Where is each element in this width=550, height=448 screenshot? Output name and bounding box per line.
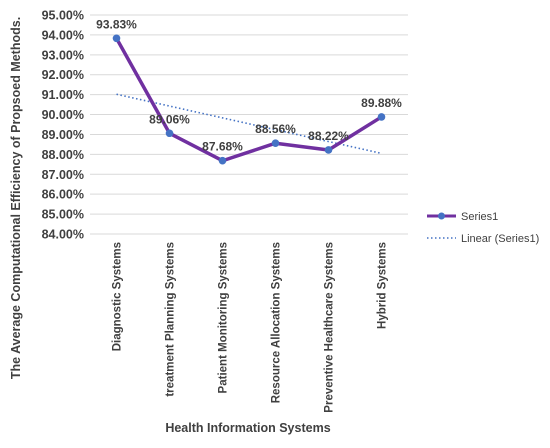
y-tick-label: 85.00% [42,208,84,222]
trendline-layer [116,93,382,155]
x-tick-label: Diagnostic Systems [112,242,124,351]
data-label: 89.06% [149,112,190,126]
series1-point [112,34,121,43]
legend-item-trendline: Linear (Series1) [427,233,539,245]
y-tick-label: 90.00% [42,108,84,122]
legend-series1-label: Series1 [461,211,498,223]
data-label: 88.56% [255,122,296,136]
y-tick-label: 87.00% [42,168,84,182]
x-tick-label: Hybrid Systems [377,242,389,329]
legend-item-series1: Series1 [427,211,498,223]
y-tick-label: 92.00% [42,68,84,82]
legend-series1-marker [438,212,445,220]
series1-point [377,113,386,121]
series1-point [165,129,174,138]
data-label: 93.83% [96,17,137,31]
x-tick-label: Resource Allocation Systems [271,242,283,403]
data-labels: 93.83% 89.06% 87.68% 88.56% 88.22% 89.88% [96,17,402,153]
x-axis-ticks: Diagnostic Systems treatment Planning Sys… [112,242,389,413]
y-tick-label: 89.00% [42,128,84,142]
data-label: 89.88% [361,96,402,110]
y-tick-label: 91.00% [42,88,84,102]
x-tick-label: Preventive Healthcare Systems [324,242,336,413]
x-axis-title: Health Information Systems [165,421,330,435]
series1-point [271,139,280,148]
y-tick-label: 86.00% [42,188,84,202]
data-label: 88.22% [308,129,349,143]
y-axis-ticks: 84.00% 85.00% 86.00% 87.00% 88.00% 89.00% 90.0… [42,9,84,242]
gridlines [90,14,408,235]
series1-point [218,156,227,165]
series1-line [114,36,384,163]
y-tick-label: 88.00% [42,148,84,162]
legend: Series1 Linear (Series1) [427,211,539,245]
x-tick-label: treatment Planning Systems [165,242,177,397]
y-tick-label: 94.00% [42,28,84,42]
series-layer [112,34,386,165]
y-tick-label: 84.00% [42,228,84,242]
data-label: 87.68% [202,140,243,154]
legend-trendline-label: Linear (Series1) [461,233,539,245]
y-tick-label: 95.00% [42,9,84,23]
trendline [116,93,382,155]
series1-point [324,146,333,154]
y-tick-label: 93.00% [42,48,84,62]
y-axis-title: The Average Computational Efficiency of … [9,17,23,379]
x-tick-label: Patient Monitoring Systems [218,242,230,393]
